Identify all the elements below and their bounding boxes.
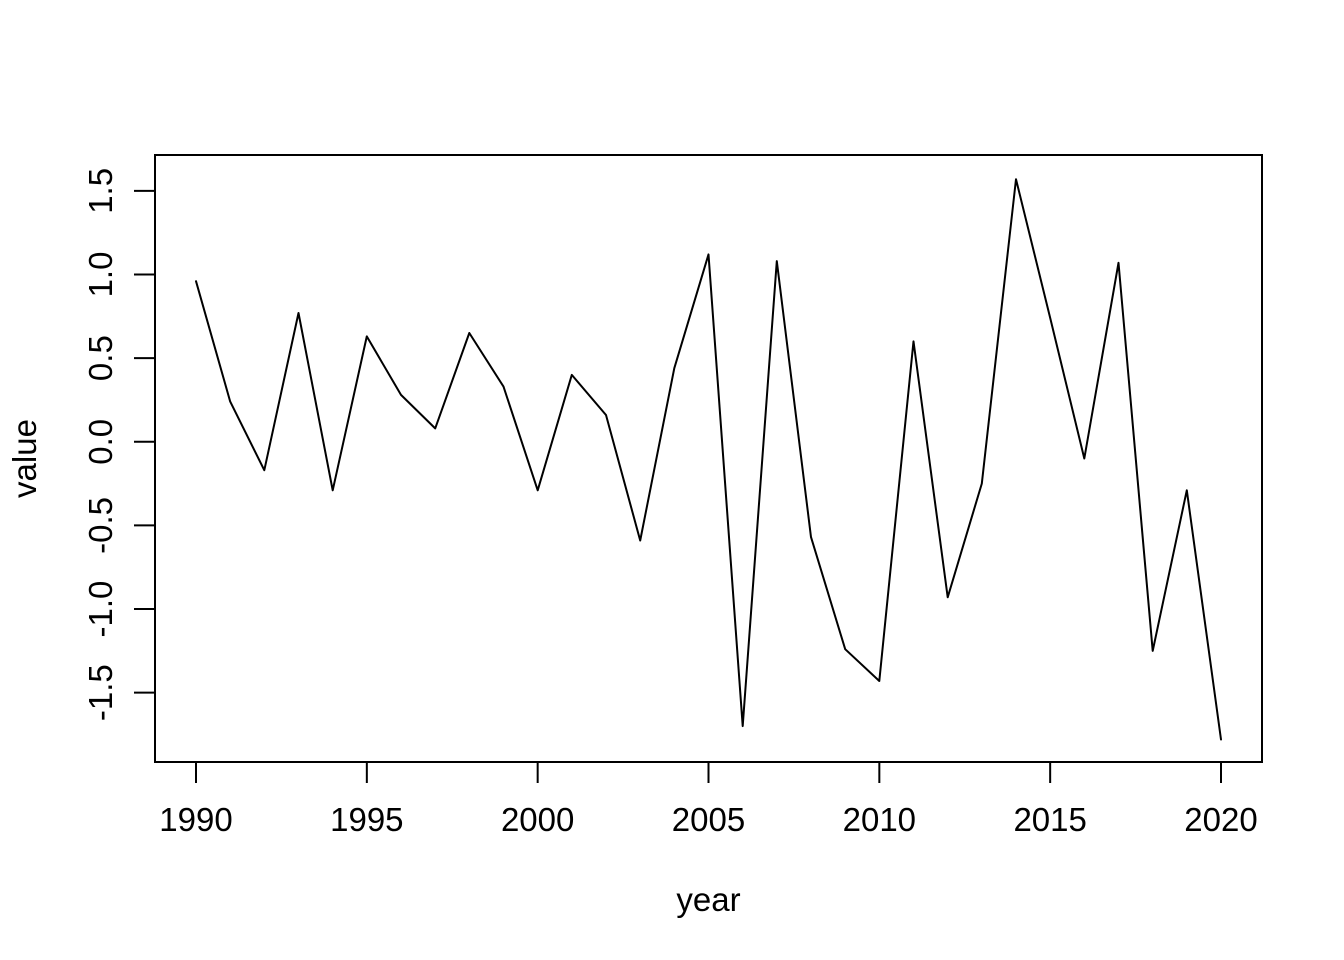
x-tick-label: 2015: [1013, 801, 1086, 838]
x-tick-label: 1995: [330, 801, 403, 838]
y-tick-label: 1.5: [82, 168, 119, 214]
plot-area: 1990 1995 2000 2005 2010 2015 2020 -1.5 -1.0 -0.5…: [82, 154, 1263, 838]
x-tick-label: 2020: [1184, 801, 1257, 838]
y-tick-label: -1.5: [82, 664, 119, 721]
y-tick-label: 0.5: [82, 335, 119, 381]
x-tick-label: 2010: [843, 801, 916, 838]
y-tick-label: 0.0: [82, 419, 119, 465]
x-tick-label: 2000: [501, 801, 574, 838]
x-tick-label: 1990: [159, 801, 232, 838]
y-tick-label: -0.5: [82, 497, 119, 554]
x-axis-title: year: [676, 881, 740, 918]
y-tick-label: -1.0: [82, 581, 119, 638]
y-axis-title: value: [6, 419, 43, 498]
x-tick-label: 2005: [672, 801, 745, 838]
data-line: [195, 178, 1222, 741]
y-tick-label: 1.0: [82, 252, 119, 298]
plot-border: [154, 154, 1263, 763]
